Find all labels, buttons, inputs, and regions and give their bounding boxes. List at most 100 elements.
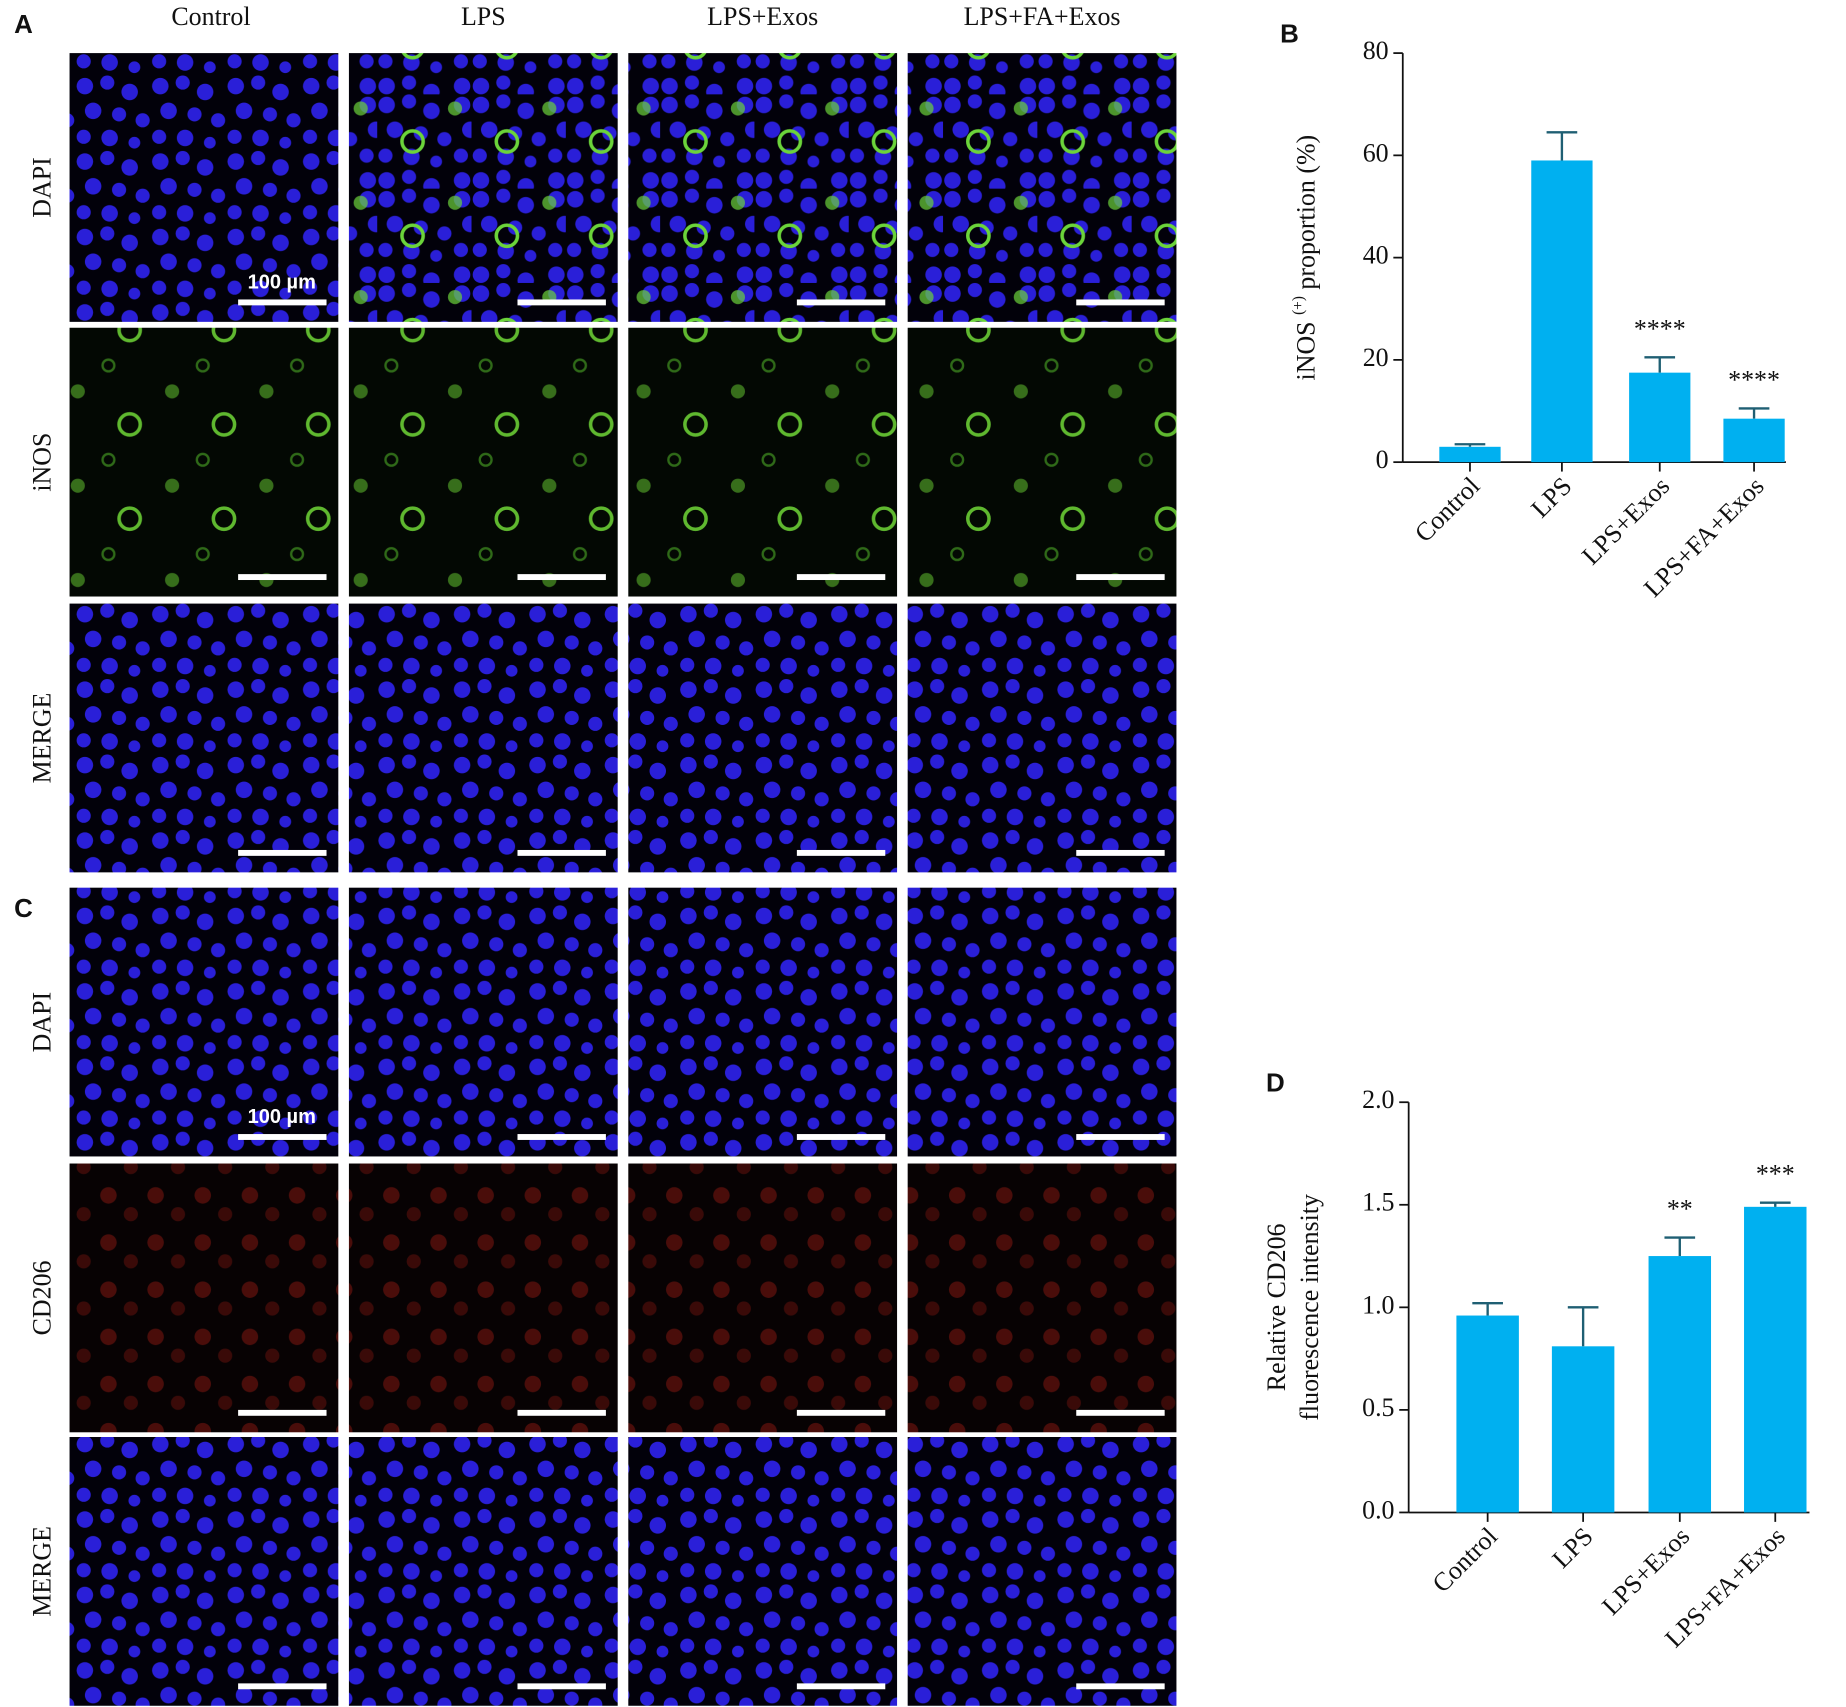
micrograph xyxy=(348,603,618,873)
micrograph xyxy=(348,53,618,322)
error-bar xyxy=(1546,131,1578,161)
micrograph xyxy=(69,1437,339,1706)
scale-bar xyxy=(238,849,327,856)
significance: *** xyxy=(1756,1160,1795,1189)
panel-letter: D xyxy=(1266,1069,1285,1097)
scale-bar xyxy=(1076,299,1165,306)
row-label: DAPI xyxy=(28,157,57,218)
scale-bar xyxy=(517,299,606,306)
micrograph xyxy=(628,327,898,597)
y-tick-label: 1.5 xyxy=(1362,1188,1394,1217)
y-axis-label-part: (+) xyxy=(1290,296,1307,315)
y-tick-label: 60 xyxy=(1363,138,1389,167)
panel-letters: A B C D xyxy=(14,11,1299,1098)
column-header: LPS+FA+Exos xyxy=(964,2,1121,31)
panel-letter: B xyxy=(1280,20,1299,48)
bar xyxy=(1439,446,1501,463)
scale-bar xyxy=(238,574,327,581)
bar xyxy=(1744,1206,1807,1513)
x-tick-label: LPS xyxy=(1547,1522,1599,1574)
scale-bar xyxy=(796,849,886,856)
bar xyxy=(1629,372,1691,463)
significance: **** xyxy=(1728,365,1780,394)
micrograph xyxy=(907,327,1177,597)
x-tick-label: LPS+Exos xyxy=(1596,1522,1695,1621)
scale-bar xyxy=(796,1134,886,1140)
micrograph xyxy=(628,1163,898,1433)
row-label: iNOS xyxy=(28,433,57,492)
error-bar xyxy=(1759,1201,1791,1207)
micrograph xyxy=(348,327,618,597)
micrograph xyxy=(907,1163,1177,1433)
scale-bar xyxy=(517,574,606,581)
micrograph xyxy=(69,53,339,322)
y-tick-label: 40 xyxy=(1363,241,1389,270)
row-label: DAPI xyxy=(28,992,57,1053)
row-label: MERGE xyxy=(28,1526,57,1617)
y-tick-label: 0.5 xyxy=(1362,1393,1394,1422)
micrograph xyxy=(69,887,339,1157)
error-bar xyxy=(1738,407,1770,419)
y-tick-label: 2.0 xyxy=(1362,1085,1394,1114)
y-tick-label: 1.0 xyxy=(1362,1290,1394,1319)
y-axis-label: Relative CD206 xyxy=(1262,1223,1291,1391)
micrograph xyxy=(907,603,1177,873)
bar xyxy=(1531,160,1593,463)
micrograph xyxy=(907,887,1177,1157)
x-tick-label: Control xyxy=(1427,1522,1504,1599)
column-header: Control xyxy=(171,2,250,31)
significance: ** xyxy=(1667,1195,1693,1224)
error-bar xyxy=(1454,443,1486,447)
micrograph xyxy=(628,603,898,873)
scale-bar-label: 100 µm xyxy=(248,1106,316,1128)
scale-bar xyxy=(796,1683,886,1690)
scale-bar xyxy=(517,1409,606,1416)
error-bar xyxy=(1472,1302,1503,1316)
micrograph xyxy=(628,1437,898,1706)
column-header: LPS+Exos xyxy=(707,2,818,31)
scale-bar xyxy=(238,1409,327,1416)
error-bar xyxy=(1567,1306,1599,1347)
y-axis-label: iNOS (+) proportion (%) xyxy=(1290,135,1321,381)
y-tick-label: 0 xyxy=(1376,445,1389,474)
scale-bar xyxy=(517,1683,606,1690)
error-bar xyxy=(1664,1236,1696,1257)
y-axis-label: fluorescence intensity xyxy=(1295,1194,1324,1421)
micrograph xyxy=(69,603,339,873)
bar xyxy=(1551,1346,1615,1513)
micrograph xyxy=(348,887,618,1157)
scale-bar xyxy=(796,299,886,306)
x-tick-label: Control xyxy=(1409,471,1486,548)
bar xyxy=(1456,1315,1519,1513)
scale-bar xyxy=(1076,1683,1165,1690)
scale-bar xyxy=(238,1683,327,1690)
scale-bar xyxy=(238,299,327,306)
scale-bar xyxy=(1076,574,1165,581)
row-label: CD206 xyxy=(28,1260,57,1335)
scale-bar xyxy=(1076,1409,1165,1416)
micrograph xyxy=(907,53,1177,322)
scale-bar xyxy=(1076,849,1165,856)
panel-letter: C xyxy=(14,895,33,923)
bar xyxy=(1648,1256,1712,1513)
micrograph xyxy=(628,887,898,1157)
micrograph xyxy=(69,327,339,597)
x-tick-label: LPS xyxy=(1525,471,1577,523)
scale-bar-label: 100 µm xyxy=(248,271,316,293)
scale-bar xyxy=(238,1134,327,1140)
y-tick-label: 20 xyxy=(1363,343,1389,372)
panel-letter: A xyxy=(14,11,33,39)
scale-bar xyxy=(517,849,606,856)
micrograph xyxy=(348,1437,618,1706)
micrograph xyxy=(69,1163,339,1433)
y-axis-label-part: iNOS xyxy=(1291,315,1320,381)
scale-bar xyxy=(796,1409,886,1416)
bar xyxy=(1723,418,1785,463)
scale-bar xyxy=(517,1134,606,1140)
y-axis-label-part: proportion (%) xyxy=(1291,135,1320,296)
y-tick-label: 0.0 xyxy=(1362,1495,1394,1524)
significance: **** xyxy=(1634,314,1686,343)
x-tick-label: LPS+Exos xyxy=(1576,471,1675,570)
